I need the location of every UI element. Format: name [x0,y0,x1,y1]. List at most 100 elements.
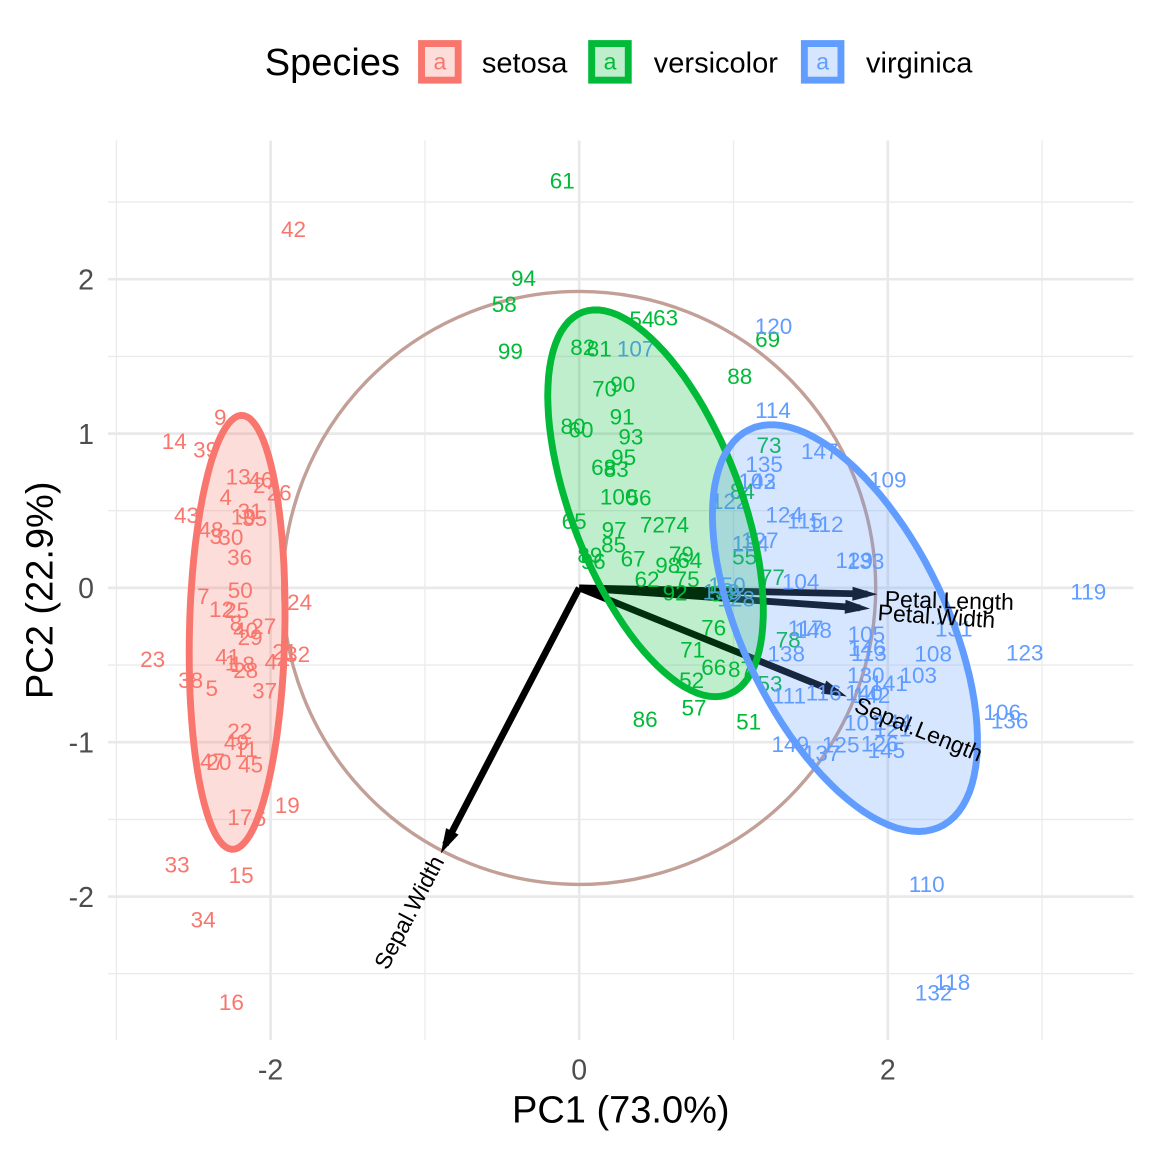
svg-text:20: 20 [206,750,231,775]
svg-text:PC2 (22.9%): PC2 (22.9%) [20,482,62,700]
svg-text:41: 41 [215,645,240,670]
svg-text:82: 82 [570,335,595,360]
svg-text:135: 135 [745,452,783,477]
svg-text:23: 23 [140,647,165,672]
svg-text:80: 80 [560,414,585,439]
svg-text:29: 29 [238,625,263,650]
svg-text:61: 61 [550,169,575,194]
svg-text:2: 2 [880,1055,896,1087]
svg-text:75: 75 [675,567,700,592]
svg-text:33: 33 [165,853,190,878]
svg-text:143: 143 [738,469,776,494]
svg-text:9: 9 [214,405,227,430]
svg-text:48: 48 [198,517,223,542]
svg-text:74: 74 [664,513,689,538]
svg-text:141: 141 [870,671,908,696]
svg-text:94: 94 [511,266,536,291]
svg-text:98: 98 [655,553,680,578]
svg-text:66: 66 [701,655,726,680]
svg-text:-2: -2 [258,1055,283,1087]
svg-text:144: 144 [874,710,912,735]
svg-text:14: 14 [162,429,187,454]
svg-text:a: a [434,49,447,75]
svg-text:129: 129 [835,548,873,573]
svg-text:68: 68 [591,455,616,480]
svg-text:8: 8 [230,611,243,636]
svg-text:56: 56 [626,485,651,510]
svg-text:111: 111 [772,683,806,708]
svg-text:Species: Species [265,42,400,84]
svg-text:116: 116 [806,681,842,706]
svg-text:88: 88 [727,364,752,389]
svg-text:4: 4 [219,485,232,510]
svg-text:15: 15 [229,863,254,888]
svg-text:-2: -2 [69,882,94,914]
svg-text:24: 24 [287,590,312,615]
svg-text:34: 34 [191,908,216,933]
svg-text:104: 104 [782,570,820,595]
svg-text:19: 19 [275,793,300,818]
svg-text:91: 91 [610,404,635,429]
svg-text:11: 11 [234,737,257,762]
svg-text:124: 124 [765,503,803,528]
svg-text:146: 146 [848,636,886,661]
svg-text:60: 60 [568,418,593,443]
svg-text:101: 101 [844,711,882,736]
svg-text:64: 64 [677,548,702,573]
svg-text:79: 79 [669,542,694,567]
svg-text:42: 42 [281,217,306,242]
svg-text:47: 47 [200,749,225,774]
svg-text:PC1 (73.0%): PC1 (73.0%) [512,1089,730,1131]
svg-text:27: 27 [251,614,276,639]
svg-text:1: 1 [78,419,94,451]
svg-text:121: 121 [874,717,912,742]
svg-text:setosa: setosa [482,47,568,79]
svg-text:67: 67 [621,547,646,572]
svg-text:2: 2 [253,473,266,498]
svg-text:45: 45 [238,752,263,777]
svg-text:25: 25 [224,598,249,623]
svg-text:119: 119 [1070,579,1106,604]
svg-text:5: 5 [205,676,218,701]
svg-text:133: 133 [847,549,885,574]
svg-text:31: 31 [238,499,263,524]
svg-text:95: 95 [611,445,636,470]
svg-text:102: 102 [738,469,776,494]
svg-text:62: 62 [634,567,659,592]
svg-text:22: 22 [227,719,252,744]
svg-text:117: 117 [788,616,824,641]
svg-text:78: 78 [776,628,801,653]
svg-text:83: 83 [604,457,629,482]
svg-text:-1: -1 [69,728,94,760]
svg-text:40: 40 [233,618,258,643]
svg-text:114: 114 [755,398,791,423]
svg-text:106: 106 [984,700,1022,725]
svg-text:37: 37 [252,679,277,704]
svg-text:99: 99 [498,339,523,364]
svg-text:93: 93 [618,425,643,450]
svg-text:18: 18 [230,652,255,677]
svg-text:120: 120 [755,314,793,339]
svg-text:118: 118 [934,970,970,995]
svg-text:32: 32 [285,642,310,667]
svg-text:17: 17 [227,805,252,830]
svg-text:55: 55 [732,545,757,570]
svg-text:10: 10 [231,505,256,530]
svg-text:35: 35 [242,506,267,531]
svg-text:69: 69 [755,327,780,352]
svg-text:16: 16 [219,990,244,1015]
svg-text:105: 105 [848,622,886,647]
svg-text:Petal.Length: Petal.Length [884,586,1014,615]
svg-text:123: 123 [1006,640,1044,665]
svg-text:103: 103 [900,663,938,688]
svg-text:126: 126 [861,732,899,757]
svg-text:72: 72 [640,513,665,538]
svg-text:a: a [816,49,829,75]
svg-text:28: 28 [233,658,258,683]
svg-text:81: 81 [587,336,612,361]
svg-text:70: 70 [592,376,617,401]
svg-text:49: 49 [224,730,249,755]
svg-text:1: 1 [225,651,238,676]
svg-text:140: 140 [845,681,883,706]
svg-text:136: 136 [991,709,1029,734]
